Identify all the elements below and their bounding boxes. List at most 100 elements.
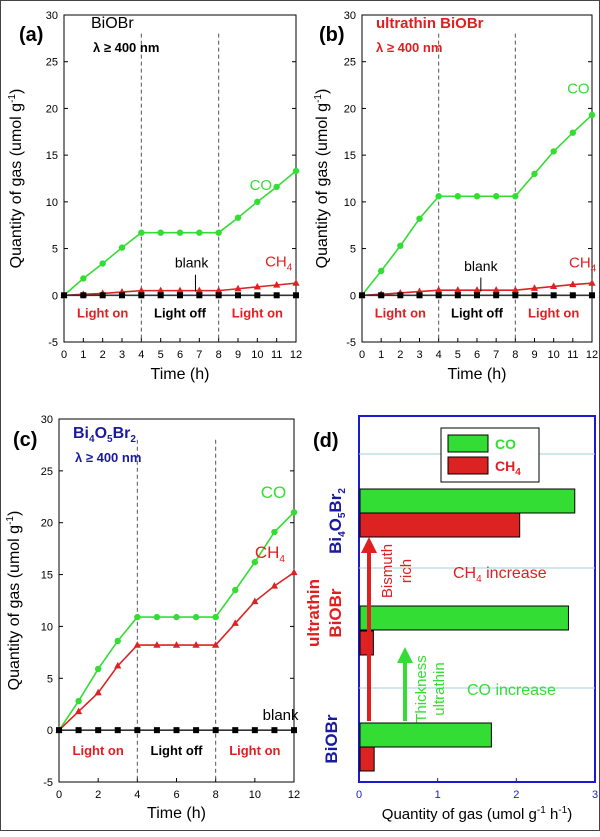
co-marker — [492, 193, 500, 200]
x-tick-label: 4 — [138, 349, 144, 361]
blank-marker — [153, 727, 160, 734]
ch4-marker — [176, 286, 184, 294]
blank-marker — [99, 292, 106, 299]
blank-marker — [271, 727, 278, 734]
x-tick-label: 6 — [474, 349, 480, 361]
region-label: Light off — [451, 306, 504, 321]
blank-marker — [435, 292, 442, 299]
blank-marker — [397, 292, 404, 299]
blank-marker — [589, 292, 595, 299]
blank-marker — [254, 292, 261, 299]
blank-marker — [251, 727, 258, 734]
x-tick-label: 3 — [416, 349, 422, 361]
x-axis-label: Quantity of gas (umol g-1 h-1) — [382, 805, 572, 823]
co-marker — [134, 613, 141, 621]
co-marker — [254, 198, 261, 206]
co-marker — [212, 613, 219, 621]
co-marker — [292, 167, 300, 175]
ch4-marker — [492, 286, 500, 293]
ch4-increase-label: CH4 increase — [453, 565, 547, 585]
y-tick-label: 0 — [350, 290, 356, 302]
co-marker — [377, 267, 385, 275]
blank-marker — [359, 292, 365, 299]
blank-marker — [378, 292, 385, 299]
region-label: Light off — [154, 306, 207, 321]
blank-marker — [157, 292, 164, 299]
co-label: CO — [567, 80, 590, 97]
blank-marker — [235, 292, 241, 299]
region-label: Light on — [375, 306, 426, 321]
blank-marker — [134, 727, 141, 734]
y-tick-label: 15 — [41, 570, 53, 582]
y-tick-label: 20 — [46, 103, 58, 115]
ultrathin-label: ultrathin — [431, 662, 448, 715]
y-tick-label: -5 — [43, 777, 53, 789]
blank-marker — [138, 292, 145, 299]
co-bar — [359, 722, 492, 748]
blank-marker — [474, 292, 480, 299]
co-marker — [397, 242, 404, 249]
x-tick-label: 2 — [100, 349, 106, 361]
x-axis-label: Time (h) — [151, 366, 210, 383]
x-tick-label: 6 — [177, 349, 183, 361]
y-axis-label: Quantity of gas (umol g-1) — [313, 89, 331, 269]
rich-label: rich — [398, 559, 415, 583]
ch4-marker — [74, 707, 83, 715]
x-tick-label: 12 — [288, 789, 300, 801]
ch4-marker — [253, 282, 261, 290]
ch4-marker — [292, 279, 300, 286]
co-marker — [550, 148, 557, 155]
ch4-bar — [359, 746, 375, 772]
x-tick-label: 10 — [249, 789, 261, 801]
panel-label: (d) — [313, 430, 339, 452]
co-label: CO — [261, 483, 287, 502]
blank-marker — [293, 292, 299, 299]
x-tick-label: 5 — [455, 349, 461, 361]
co-marker — [215, 229, 222, 236]
ch4-marker — [137, 286, 145, 294]
co-marker — [192, 613, 200, 621]
y-tick-label: 0 — [47, 725, 53, 737]
region-label: Light on — [229, 743, 280, 758]
category-label: BiOBr — [322, 714, 341, 764]
region-label: Light on — [73, 743, 124, 758]
y-tick-label: 20 — [41, 518, 53, 530]
co-marker — [435, 193, 442, 200]
y-tick-label: 30 — [344, 10, 356, 22]
y-tick-label: -5 — [346, 337, 356, 349]
x-tick-label: 2 — [95, 789, 101, 801]
region-label: Light off — [151, 743, 204, 758]
blank-marker — [80, 292, 87, 299]
ch4-marker — [133, 641, 141, 648]
co-marker — [114, 637, 121, 645]
y-tick-label: 15 — [46, 150, 58, 162]
ch4-marker — [114, 661, 122, 669]
blank-marker — [212, 727, 219, 734]
panel-label: (a) — [19, 24, 43, 46]
ch4-marker — [195, 286, 203, 294]
co-bar — [359, 605, 569, 631]
x-tick-label: 0 — [359, 349, 365, 361]
blank-label: blank — [175, 254, 209, 270]
ch4-bar — [359, 512, 521, 538]
co-marker — [196, 229, 203, 236]
blank-marker — [512, 292, 519, 299]
panel-title: Bi4O5Br2 — [73, 425, 136, 445]
y-tick-label: 10 — [46, 197, 58, 209]
x-tick-label: 8 — [213, 789, 219, 801]
thickness-label: Thickness — [413, 655, 430, 723]
y-axis-label: Quantity of gas (umol g-1) — [5, 511, 23, 691]
blank-marker — [232, 727, 239, 734]
co-marker — [290, 509, 298, 516]
y-tick-label: 10 — [344, 197, 356, 209]
x-tick-label: 10 — [251, 349, 263, 361]
y-tick-label: 5 — [52, 244, 58, 256]
y-tick-label: 20 — [344, 103, 356, 115]
y-tick-label: 30 — [41, 414, 53, 426]
blank-marker — [95, 727, 102, 734]
ch4-marker — [172, 641, 181, 648]
x-tick-label: 4 — [134, 789, 140, 801]
blank-marker — [193, 727, 200, 734]
